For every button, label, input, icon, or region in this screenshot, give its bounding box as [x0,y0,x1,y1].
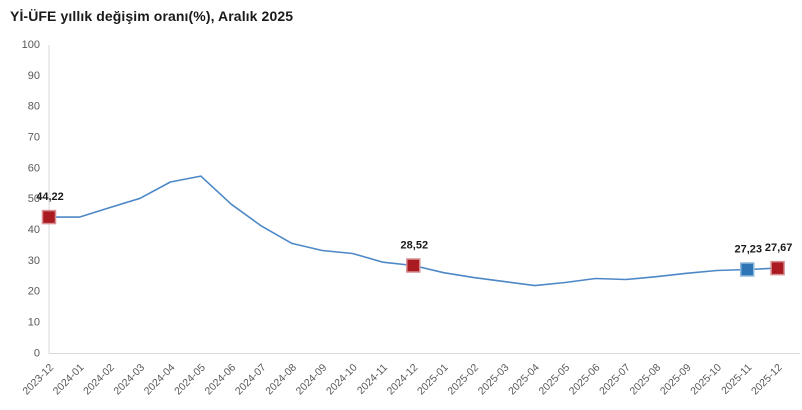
x-axis-label: 2024-03 [111,362,147,398]
data-marker-red [41,209,57,225]
x-axis-label: 2024-10 [324,362,360,398]
x-axis-label: 2025-12 [749,362,785,398]
data-label: 44,22 [36,191,64,203]
y-axis-label: 0 [34,347,40,359]
x-axis-label: 2024-11 [355,362,390,397]
y-axis-label: 20 [28,286,40,298]
y-axis-label: 40 [28,224,40,236]
x-axis-label: 2025-03 [476,362,512,398]
x-axis-label: 2023-12 [20,362,56,398]
y-axis-label: 10 [28,317,40,329]
y-axis-label: 60 [28,162,40,174]
data-label: 27,23 [734,243,762,255]
x-axis-label: 2024-01 [51,362,87,398]
y-axis-label: 90 [28,70,40,82]
x-axis-label: 2024-12 [385,362,421,398]
data-marker-blue [739,262,755,277]
y-axis-label: 100 [22,39,40,51]
x-axis-label: 2024-09 [294,362,330,398]
y-axis-label: 50 [28,193,40,205]
x-axis-label: 2024-02 [81,362,117,398]
x-axis-label: 2025-07 [597,362,633,398]
data-label: 28,52 [401,240,429,252]
y-axis-label: 30 [28,255,40,267]
x-axis-label: 2025-10 [688,362,724,398]
x-axis-label: 2024-04 [142,362,178,398]
y-axis-label: 70 [28,131,40,143]
chart-title: Yİ-ÜFE yıllık değişim oranı(%), Aralık 2… [10,8,294,24]
x-axis-label: 2024-08 [263,362,299,398]
x-axis-label: 2024-05 [172,362,208,398]
x-axis-label: 2025-09 [658,362,694,398]
x-axis-label: 2025-01 [415,362,451,398]
x-axis-label: 2025-11 [719,362,754,397]
x-axis-label: 2025-05 [536,362,572,398]
x-axis-label: 2024-07 [233,362,269,398]
data-label: 27,67 [765,242,793,254]
x-axis-label: 2025-06 [567,362,603,398]
y-axis-label: 80 [28,101,40,113]
x-axis-label: 2025-02 [445,362,481,398]
data-marker-red [406,258,421,273]
x-axis-label: 2025-08 [628,362,664,398]
x-axis-label: 2024-06 [203,362,239,398]
data-marker-red [770,260,785,276]
x-axis-label: 2025-04 [506,362,542,398]
